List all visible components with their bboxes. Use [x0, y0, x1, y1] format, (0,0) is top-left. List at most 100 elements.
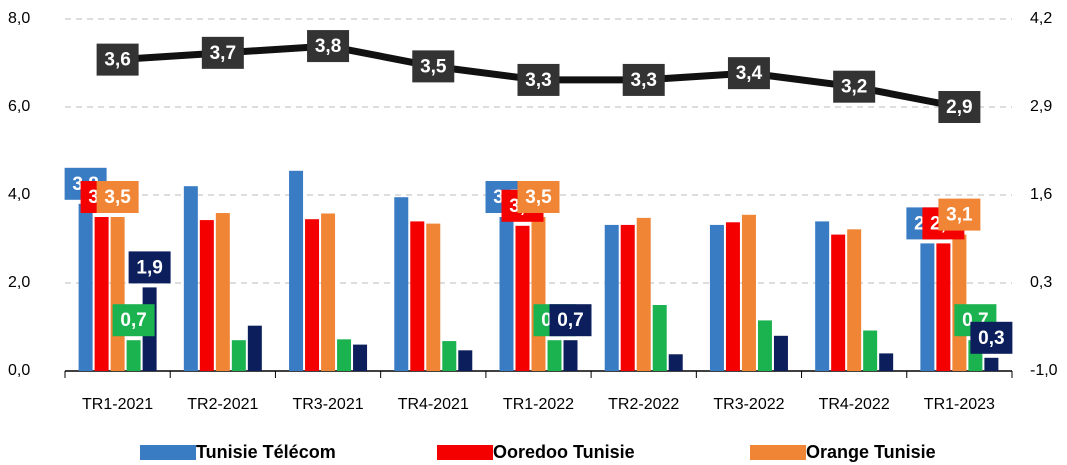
bar: [920, 243, 935, 371]
y2-tick-label: -1,0: [1030, 362, 1058, 379]
y-tick-label: 0,0: [8, 362, 30, 379]
bar: [952, 234, 967, 371]
bar: [458, 350, 473, 371]
bar: [183, 186, 198, 371]
y-tick-label: 6,0: [8, 98, 30, 115]
bar: [78, 203, 93, 371]
x-tick-label: TR2-2022: [608, 396, 679, 413]
value-label-box: [517, 63, 560, 96]
value-label: 3,5: [525, 187, 552, 208]
bar: [353, 344, 368, 371]
bar: [984, 357, 999, 371]
value-label: 3,1: [946, 205, 973, 226]
value-label-box: [96, 181, 139, 213]
bar: [563, 340, 578, 371]
bar: [110, 217, 125, 371]
bar: [199, 220, 214, 371]
x-tick-label: TR1-2023: [924, 396, 995, 413]
bar: [879, 353, 894, 371]
value-label-box: [307, 30, 350, 63]
bar: [499, 217, 514, 371]
value-label: 0,3: [978, 328, 1004, 349]
y-tick-label: 4,0: [8, 186, 30, 203]
value-label: 1,9: [136, 257, 162, 278]
value-label: 0,7: [557, 310, 583, 331]
bar: [936, 243, 951, 371]
bar: [636, 217, 651, 371]
value-label: 3,5: [420, 56, 447, 77]
value-label: 3,3: [631, 70, 657, 91]
bar: [815, 221, 830, 371]
x-tick-label: TR1-2022: [503, 396, 574, 413]
legend-swatch: [437, 445, 493, 460]
bar: [831, 234, 846, 371]
bar: [863, 330, 878, 371]
y-tick-label: 2,0: [8, 274, 30, 291]
bar: [725, 222, 740, 371]
bar: [231, 340, 246, 371]
value-label-box: [412, 50, 455, 83]
value-label-box: [622, 63, 665, 96]
legend-label: Orange Tunisie: [806, 442, 936, 462]
bar: [773, 335, 788, 371]
bar: [394, 197, 409, 371]
bar: [126, 340, 141, 371]
value-label-box: [96, 43, 139, 76]
legend-swatch: [750, 445, 806, 460]
bar: [757, 320, 772, 371]
y2-tick-label: 4,2: [1030, 10, 1052, 27]
value-label: 3,2: [841, 77, 867, 98]
value-label: 3,8: [315, 36, 341, 57]
x-tick-label: TR4-2022: [819, 396, 890, 413]
bar: [741, 214, 756, 371]
value-label-box: [549, 304, 592, 337]
value-label: 3,6: [104, 50, 130, 71]
x-tick-label: TR4-2021: [398, 396, 469, 413]
value-label: 0,7: [120, 310, 146, 331]
bar: [668, 354, 683, 371]
value-label-box: [938, 91, 981, 123]
x-tick-label: TR3-2021: [292, 396, 363, 413]
bar: [442, 341, 457, 371]
bar: [410, 221, 425, 371]
bar: [531, 217, 546, 371]
value-label-box: [201, 36, 244, 69]
bar: [547, 340, 562, 371]
value-label: 3,3: [525, 70, 551, 91]
bar: [426, 223, 441, 371]
y2-tick-label: 1,6: [1030, 186, 1052, 203]
legend-label: Ooredoo Tunisie: [493, 442, 635, 462]
bar: [321, 213, 336, 371]
x-tick-label: TR1-2021: [82, 396, 153, 413]
y-tick-label: 8,0: [8, 10, 30, 27]
bar: [620, 224, 635, 371]
x-tick-label: TR3-2022: [713, 396, 784, 413]
value-label-box: [833, 70, 876, 103]
value-label-box: [128, 251, 171, 284]
y2-tick-label: 0,3: [1030, 274, 1052, 291]
bar: [289, 170, 304, 371]
value-label-box: [938, 198, 981, 231]
y2-tick-label: 2,9: [1030, 98, 1052, 115]
value-label: 2,9: [946, 97, 972, 118]
value-label-box: [970, 321, 1013, 354]
bar: [652, 305, 667, 371]
x-tick-label: TR2-2021: [187, 396, 258, 413]
bar: [305, 219, 320, 371]
bar: [215, 213, 230, 371]
value-label-box: [517, 181, 560, 213]
bar: [847, 229, 862, 371]
value-label-box: [727, 57, 770, 90]
legend-label: Tunisie Télécom: [196, 442, 336, 462]
value-label-box: [112, 304, 155, 337]
legend-swatch: [140, 445, 196, 460]
bar: [337, 339, 352, 371]
bar: [247, 325, 262, 371]
bar: [709, 224, 724, 371]
value-label: 3,5: [104, 187, 131, 208]
bar: [604, 224, 619, 371]
value-label: 3,7: [210, 43, 236, 64]
value-label: 3,4: [736, 63, 763, 84]
bar: [94, 217, 109, 371]
